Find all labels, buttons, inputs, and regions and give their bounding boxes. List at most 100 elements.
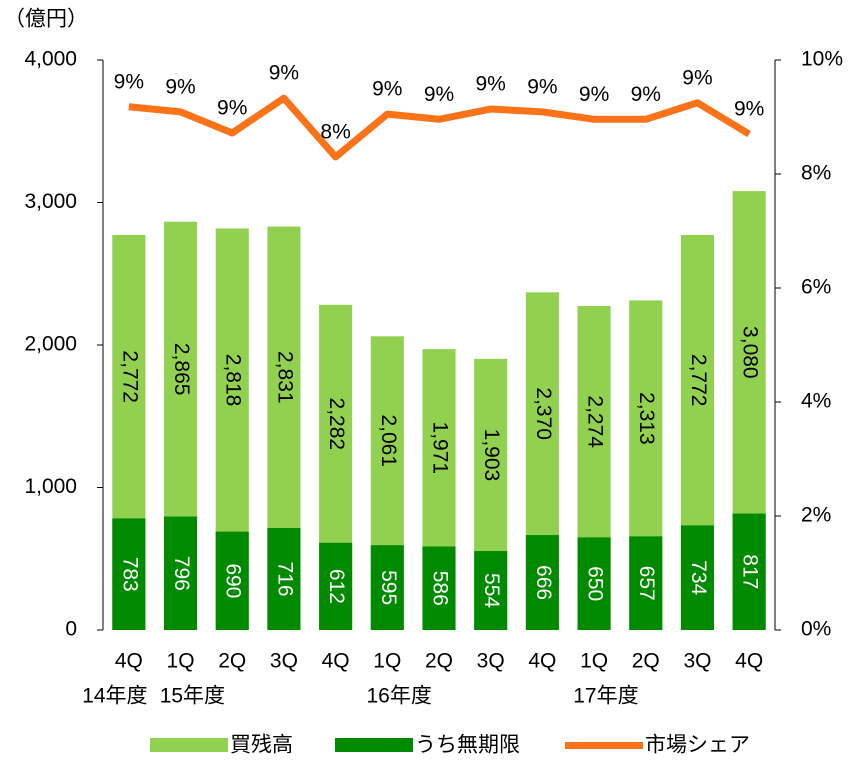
bar xyxy=(163,516,198,630)
bar-label: 554 xyxy=(480,573,503,608)
share-label: 9% xyxy=(734,98,764,121)
x-tick-label: 4Q xyxy=(322,650,350,673)
bar xyxy=(422,546,456,630)
bar-label: 1,903 xyxy=(480,429,503,482)
group-label: 17年度 xyxy=(573,685,638,708)
x-tick-label: 4Q xyxy=(528,650,556,673)
legend-swatch xyxy=(335,738,413,752)
bar xyxy=(525,535,559,630)
share-label: 9% xyxy=(269,62,299,85)
bar-label: 657 xyxy=(635,566,658,601)
bar-label-group: 612 xyxy=(325,569,348,604)
share-label: 9% xyxy=(114,70,144,93)
bar-label: 734 xyxy=(687,560,710,595)
y2-tick-label: 0% xyxy=(801,618,831,641)
y2-tick-label: 10% xyxy=(801,48,843,71)
bar-label-group: 2,818 xyxy=(222,354,245,407)
legend-swatch xyxy=(565,742,643,749)
bar-label: 3,080 xyxy=(739,326,762,379)
bar-label: 796 xyxy=(170,556,193,591)
bar-label-group: 2,274 xyxy=(584,395,607,448)
bar xyxy=(319,542,353,630)
bar xyxy=(112,518,146,630)
y-tick-label: 3,000 xyxy=(24,190,77,213)
y-tick-label: 0 xyxy=(65,618,77,641)
bar-label-group: 2,370 xyxy=(532,387,555,440)
bar-label-group: 595 xyxy=(377,570,400,605)
y2-tick-label: 4% xyxy=(801,390,831,413)
bar-label: 783 xyxy=(118,557,141,592)
bar-label-group: 650 xyxy=(584,566,607,601)
bar-label: 2,818 xyxy=(222,354,245,407)
y-tick-label: 2,000 xyxy=(24,333,77,356)
share-label: 9% xyxy=(217,97,247,120)
bar-label: 817 xyxy=(739,554,762,589)
bar-label: 612 xyxy=(325,569,348,604)
bar xyxy=(474,551,508,630)
share-label: 9% xyxy=(476,73,506,96)
bar xyxy=(267,527,301,630)
legend-label: 市場シェア xyxy=(645,734,750,757)
share-label: 9% xyxy=(372,78,402,101)
bar-label: 716 xyxy=(273,561,296,596)
share-label: 9% xyxy=(424,83,454,106)
bar-label-group: 2,772 xyxy=(118,350,141,403)
bar-label: 2,772 xyxy=(687,354,710,407)
share-label: 9% xyxy=(527,75,557,98)
bar-label-group: 2,282 xyxy=(325,398,348,451)
bar-label-group: 666 xyxy=(532,565,555,600)
x-tick-label: 2Q xyxy=(218,650,246,673)
unit-label: （億円） xyxy=(4,8,88,31)
bar-label-group: 2,061 xyxy=(377,414,400,467)
y-tick-label: 1,000 xyxy=(24,475,77,498)
bar-label: 2,370 xyxy=(532,387,555,440)
group-label: 16年度 xyxy=(366,685,431,708)
bar-label: 666 xyxy=(532,565,555,600)
bar-label-group: 2,772 xyxy=(687,354,710,407)
bar-label: 2,061 xyxy=(377,414,400,467)
legend-label: 買残高 xyxy=(230,734,293,757)
bar xyxy=(732,513,766,630)
y-tick-label: 4,000 xyxy=(24,48,77,71)
bar-label-group: 716 xyxy=(273,561,296,596)
share-label: 9% xyxy=(682,66,712,89)
x-tick-label: 4Q xyxy=(115,650,143,673)
bar-label-group: 817 xyxy=(739,554,762,589)
bar-label-group: 586 xyxy=(428,571,451,606)
bar-label: 595 xyxy=(377,570,400,605)
bar xyxy=(215,531,249,630)
bar xyxy=(370,545,404,630)
bar-label-group: 783 xyxy=(118,557,141,592)
bar-label-group: 1,971 xyxy=(428,422,451,475)
bar-label-group: 3,080 xyxy=(739,326,762,379)
bar-label-group: 1,903 xyxy=(480,429,503,482)
bar-label-group: 2,313 xyxy=(635,392,658,445)
legend-swatch xyxy=(150,738,228,752)
group-label: 15年度 xyxy=(160,685,225,708)
x-tick-label: 2Q xyxy=(632,650,660,673)
bar xyxy=(577,537,611,630)
x-tick-label: 3Q xyxy=(270,650,298,673)
bar-label-group: 690 xyxy=(222,563,245,598)
x-tick-label: 3Q xyxy=(683,650,711,673)
bar-label: 690 xyxy=(222,563,245,598)
bar-label-group: 657 xyxy=(635,566,658,601)
bar-label: 2,865 xyxy=(170,343,193,396)
share-label: 9% xyxy=(631,83,661,106)
share-line xyxy=(128,94,751,161)
bar-label: 650 xyxy=(584,566,607,601)
bar-label: 2,772 xyxy=(118,350,141,403)
x-tick-label: 1Q xyxy=(580,650,608,673)
x-tick-label: 4Q xyxy=(735,650,763,673)
bar-label-group: 796 xyxy=(170,556,193,591)
bar-label: 2,282 xyxy=(325,398,348,451)
share-label: 9% xyxy=(579,83,609,106)
bar-label: 2,274 xyxy=(584,395,607,448)
bar-label: 2,831 xyxy=(273,351,296,404)
x-tick-label: 3Q xyxy=(477,650,505,673)
bar-label: 1,971 xyxy=(428,422,451,475)
bar xyxy=(629,536,663,630)
bar-label-group: 2,831 xyxy=(273,351,296,404)
y2-tick-label: 6% xyxy=(801,276,831,299)
